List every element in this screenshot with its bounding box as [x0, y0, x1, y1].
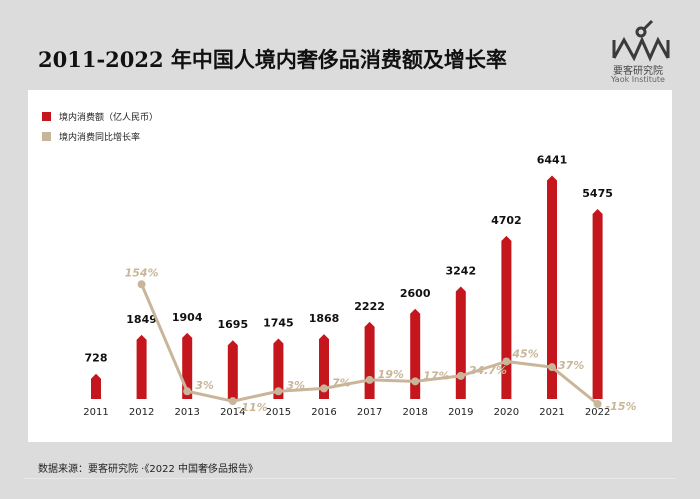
- bar-value-label: 1695: [217, 318, 248, 331]
- growth-value-label: 17%: [423, 369, 449, 382]
- x-tick-label: 2016: [311, 407, 336, 418]
- bar-2012: [136, 334, 147, 399]
- bar-2016: [319, 334, 329, 399]
- growth-value-label: 37%: [558, 359, 584, 372]
- bar-value-label: 1904: [172, 311, 203, 324]
- logo-name-cn: 要客研究院: [613, 66, 663, 77]
- growth-value-label: -15%: [606, 400, 637, 413]
- growth-point-2021: [548, 363, 556, 372]
- legend-swatch-bar: [42, 111, 51, 121]
- legend-item-bar: 境内消费额（亿人民币）: [42, 106, 158, 126]
- growth-value-label: 3%: [286, 379, 305, 392]
- x-tick-label: 2021: [539, 407, 564, 418]
- chart-title: 2011-2022 年中国人境内奢侈品消费额及增长率: [38, 47, 507, 72]
- bar-value-label: 2222: [354, 300, 385, 313]
- bar-value-label: 1849: [126, 313, 157, 326]
- x-tick-label: 2018: [402, 407, 427, 418]
- growth-value-label: 7%: [332, 376, 351, 389]
- growth-point-2013: [183, 387, 192, 396]
- bar-2018: [410, 308, 421, 399]
- bar-value-label: 3242: [445, 265, 476, 278]
- bar-value-label: 1868: [309, 312, 340, 325]
- growth-point-2017: [365, 375, 374, 384]
- legend-label-bar: 境内消费额（亿人民币）: [59, 112, 159, 123]
- x-tick-label: 2011: [83, 407, 108, 418]
- data-source: 数据来源：要客研究院 ·《2022 中国奢侈品报告》: [38, 464, 258, 475]
- bar-value-label: 5475: [582, 187, 613, 200]
- x-tick-label: 2013: [174, 407, 199, 418]
- growth-value-label: 24.7%: [469, 364, 507, 377]
- bar-2014: [227, 340, 238, 399]
- bar-value-label: 1745: [263, 316, 294, 329]
- growth-point-2022: [593, 400, 602, 408]
- growth-point-2019: [456, 371, 465, 380]
- growth-value-label: 45%: [511, 347, 538, 360]
- x-tick-label: 2015: [266, 407, 291, 418]
- bar-2020: [501, 235, 512, 399]
- x-tick-label: 2014: [220, 407, 245, 418]
- legend-swatch-line: [42, 131, 51, 141]
- bar-value-label: 4702: [491, 214, 522, 227]
- bar-value-label: 2600: [400, 287, 431, 300]
- bar-2011: [91, 373, 101, 399]
- bar-2017: [364, 321, 375, 399]
- bar-2021: [547, 175, 557, 399]
- x-tick-label: 2017: [357, 407, 382, 418]
- logo-name-en: Yaok Institute: [611, 75, 665, 84]
- legend-item-line: 境内消费同比增长率: [42, 126, 158, 146]
- growth-point-2012: [137, 280, 146, 289]
- growth-value-label: 19%: [378, 368, 404, 381]
- growth-value-label: 154%: [125, 266, 159, 279]
- growth-value-label: 3%: [195, 379, 214, 392]
- yaok-logo-icon: [612, 19, 670, 62]
- bar-2019: [455, 286, 466, 399]
- chart-legend: 境内消费额（亿人民币） 境内消费同比增长率: [42, 106, 158, 146]
- growth-point-2020: [502, 357, 511, 366]
- x-tick-label: 2019: [448, 407, 473, 418]
- growth-point-2014: [228, 397, 237, 406]
- growth-point-2016: [320, 384, 328, 393]
- x-tick-label: 2022: [585, 407, 610, 418]
- bar-value-label: 6441: [537, 154, 568, 167]
- x-tick-label: 2020: [494, 407, 519, 418]
- bar-value-label: 728: [85, 352, 108, 365]
- bar-2015: [273, 338, 284, 399]
- growth-point-2018: [411, 377, 420, 386]
- growth-point-2015: [274, 387, 283, 396]
- legend-label-line: 境内消费同比增长率: [59, 132, 141, 143]
- footer-divider: [24, 478, 676, 479]
- bar-2022: [592, 209, 603, 399]
- growth-value-label: -11%: [237, 401, 268, 414]
- x-tick-label: 2012: [129, 407, 154, 418]
